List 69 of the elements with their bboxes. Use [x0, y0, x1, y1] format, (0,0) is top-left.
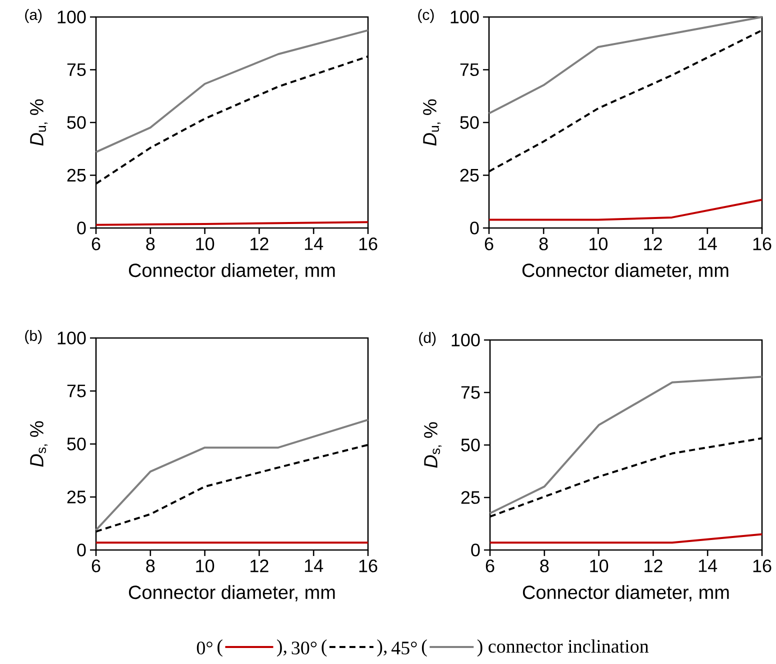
y-tick-label: 50 [67, 438, 86, 450]
legend-label: 30° [292, 642, 317, 654]
y-tick-label: 75 [67, 384, 86, 398]
y-axis-title: D$_{s,}$ % [30, 421, 48, 467]
x-tick-label: 8 [539, 238, 548, 250]
x-tick-label: 14 [698, 238, 717, 250]
y-tick-label: 0 [470, 222, 479, 234]
text: ), [377, 639, 387, 657]
x-tick-label: 6 [486, 560, 494, 572]
y-tick-label: 75 [460, 63, 479, 76]
x-tick-label: 8 [146, 238, 155, 250]
text: ) connector inclination [477, 639, 649, 657]
y-tick-label: 0 [471, 544, 480, 556]
text: ( [422, 639, 427, 657]
y-axis-title: D$_{s,}$ % [424, 422, 442, 468]
y-tick-label: 50 [67, 116, 86, 129]
y-tick-label: 100 [58, 332, 86, 344]
text: ), [277, 639, 286, 657]
text: ( [218, 639, 222, 657]
y-tick-label: 25 [67, 490, 86, 504]
x-tick-label: 14 [698, 560, 718, 572]
x-tick-label: 12 [250, 560, 268, 572]
y-tick-label: 0 [77, 544, 86, 556]
x-tick-label: 16 [753, 238, 772, 250]
line-series [95, 418, 370, 532]
y-tick-label: 25 [67, 168, 86, 182]
y-tick-label: 75 [67, 63, 86, 76]
x-tick-label: 6 [484, 238, 494, 250]
x-axis-title: Connector diameter, mm [128, 585, 335, 602]
y-tick-label: 100 [452, 334, 480, 346]
y-tick-label: 50 [460, 116, 479, 129]
x-tick-label: 16 [359, 560, 378, 572]
x-tick-label: 10 [590, 238, 608, 250]
legend-label: 45° [391, 642, 417, 654]
x-tick-label: 8 [146, 560, 155, 572]
x-tick-label: 10 [196, 560, 214, 572]
y-axis-title: D$_{u,}$ % [30, 99, 48, 146]
x-tick-label: 14 [304, 238, 324, 250]
y-tick-label: 75 [461, 386, 480, 399]
x-tick-label: 14 [304, 560, 324, 572]
y-axis-title: D$_{u,}$ % [423, 99, 441, 146]
line-series [489, 376, 764, 514]
x-tick-label: 12 [644, 238, 662, 250]
x-tick-label: 10 [590, 560, 608, 572]
x-tick-label: 6 [92, 560, 100, 572]
x-tick-label: 12 [644, 560, 662, 572]
y-tick-label: 25 [460, 168, 479, 182]
x-tick-label: 16 [359, 238, 378, 250]
x-tick-label: 16 [753, 560, 772, 572]
y-tick-label: 100 [450, 10, 479, 24]
x-axis-title: Connector diameter, mm [522, 263, 728, 280]
y-tick-label: 100 [58, 10, 86, 24]
x-tick-label: 6 [92, 238, 100, 250]
y-tick-label: 0 [77, 222, 86, 234]
chart-title: (c) [418, 9, 434, 23]
x-tick-label: 12 [250, 238, 268, 250]
line-series [95, 29, 370, 154]
chart-title: (d) [419, 332, 436, 346]
x-tick-label: 8 [540, 560, 549, 572]
x-tick-label: 10 [196, 238, 214, 250]
chart-title: (b) [25, 330, 42, 344]
x-axis-title: Connector diameter, mm [522, 585, 729, 602]
line-series [488, 16, 764, 114]
legend-label: 0° [196, 642, 212, 654]
y-tick-label: 50 [461, 438, 480, 452]
chart-title: (a) [25, 9, 42, 23]
text: ( [322, 639, 327, 657]
x-axis-title: Connector diameter, mm [128, 263, 335, 280]
y-tick-label: 25 [461, 491, 480, 504]
